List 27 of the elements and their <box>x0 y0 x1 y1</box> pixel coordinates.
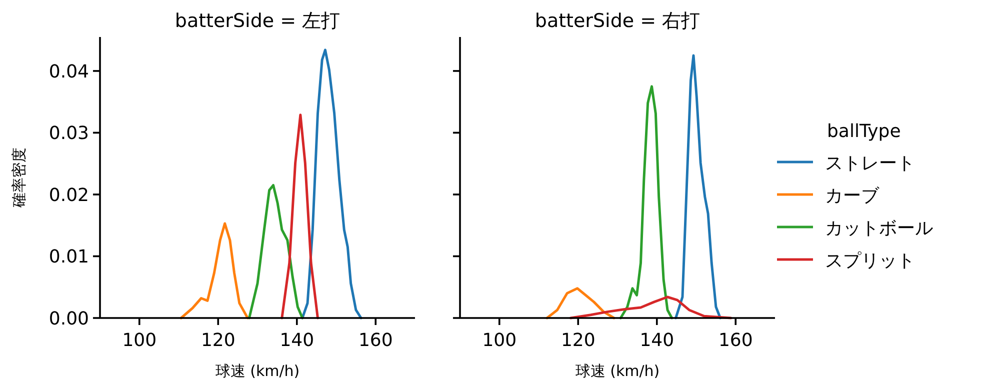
y-tick-label: 0.04 <box>48 61 89 82</box>
line-series <box>301 48 362 320</box>
line-series <box>248 184 304 320</box>
x-axis-title: 球速 (km/h) <box>215 362 300 380</box>
line-series <box>280 114 319 320</box>
legend-label: スプリット <box>825 250 915 272</box>
x-tick-label: 160 <box>718 330 753 351</box>
line-series <box>180 222 249 320</box>
legend-label: ストレート <box>825 153 915 174</box>
legend-label: カットボール <box>825 218 933 239</box>
x-tick-label: 160 <box>358 330 393 351</box>
x-tick-label: 120 <box>200 330 236 351</box>
y-tick-label: 0.00 <box>48 308 89 330</box>
x-tick-label: 140 <box>640 330 674 351</box>
x-tick-label: 100 <box>482 330 517 351</box>
y-tick-label: 0.03 <box>48 123 89 144</box>
chart-title: batterSide = 左打 <box>174 10 340 32</box>
chart-title: batterSide = 右打 <box>534 10 700 32</box>
x-tick-label: 140 <box>280 330 314 351</box>
legend-title: ballType <box>827 121 901 142</box>
y-axis-title: 確率密度 <box>10 148 28 208</box>
y-tick-label: 0.01 <box>48 246 89 268</box>
legend-label: カーブ <box>825 186 880 206</box>
x-axis-title: 球速 (km/h) <box>575 362 660 380</box>
x-tick-label: 100 <box>122 330 157 351</box>
y-tick-label: 0.02 <box>48 184 89 206</box>
x-tick-label: 120 <box>560 330 596 351</box>
